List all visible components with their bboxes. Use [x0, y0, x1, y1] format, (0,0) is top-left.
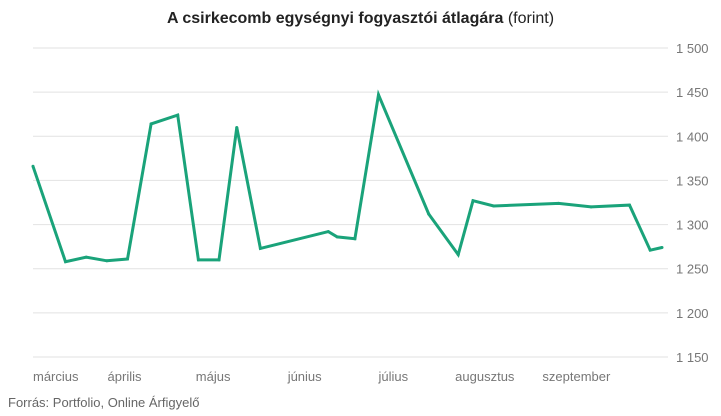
x-tick-label: május — [196, 369, 231, 384]
data-point — [492, 204, 496, 208]
chart-title-unit: (forint) — [507, 10, 555, 27]
y-tick-label: 1 250 — [676, 262, 709, 277]
data-point — [125, 257, 129, 261]
data-point — [353, 237, 357, 241]
data-point — [377, 93, 381, 97]
y-tick-label: 1 400 — [676, 129, 709, 144]
data-point — [648, 248, 652, 252]
x-tick-label: július — [377, 369, 408, 384]
data-point — [235, 125, 239, 129]
data-point — [105, 259, 109, 263]
data-point — [427, 212, 431, 216]
chart-title: A csirkecomb egységnyi fogyasztói átlagá… — [0, 10, 721, 28]
series-group — [31, 89, 664, 264]
x-tick-label: június — [287, 369, 322, 384]
y-tick-label: 1 350 — [676, 173, 709, 188]
data-point — [63, 260, 67, 264]
data-point — [628, 203, 632, 207]
data-point — [326, 230, 330, 234]
y-tick-label: 1 150 — [676, 350, 709, 365]
data-point — [176, 113, 180, 117]
x-tick-label: augusztus — [455, 369, 515, 384]
x-tick-label: szeptember — [542, 369, 611, 384]
chart-title-main: A csirkecomb egységnyi fogyasztói átlagá… — [166, 10, 504, 27]
grid-lines — [33, 47, 668, 358]
x-axis-tick-labels: március április május június július augusztus… — [33, 369, 611, 384]
y-tick-label: 1 450 — [676, 85, 709, 100]
data-point — [84, 255, 88, 259]
data-point — [335, 235, 339, 239]
x-tick-label: április — [108, 369, 142, 384]
series-line — [31, 89, 663, 264]
data-point — [149, 122, 153, 126]
x-tick-label: március — [33, 369, 79, 384]
data-point — [456, 253, 460, 257]
y-tick-label: 1 200 — [676, 306, 709, 321]
y-tick-label: 1 300 — [676, 218, 709, 233]
data-point — [196, 258, 200, 262]
data-point — [589, 205, 593, 209]
y-tick-label: 1 500 — [676, 41, 709, 56]
data-point — [31, 164, 35, 168]
source-note: Forrás: Portfolio, Online Árfigyelő — [8, 395, 200, 410]
data-point — [557, 201, 561, 205]
data-point — [258, 246, 262, 250]
data-point — [471, 199, 475, 203]
data-point — [660, 246, 664, 250]
data-point — [217, 258, 221, 262]
y-axis-tick-labels: 1 500 1 450 1 400 1 350 1 300 1 250 1 200 1 150 — [676, 41, 709, 365]
